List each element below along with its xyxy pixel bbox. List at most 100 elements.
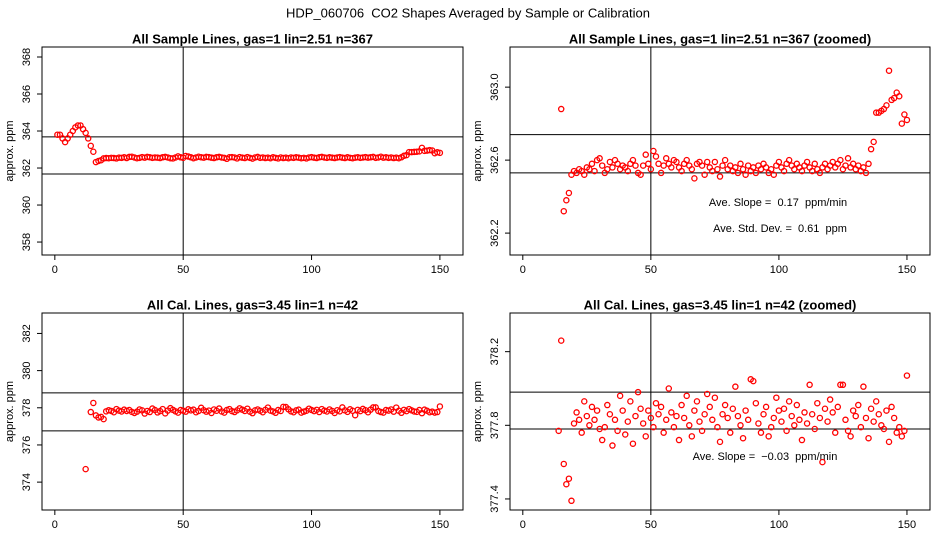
point bbox=[770, 171, 778, 178]
point bbox=[780, 405, 788, 412]
point bbox=[842, 416, 849, 424]
point bbox=[609, 164, 616, 171]
point bbox=[732, 164, 739, 171]
point bbox=[721, 401, 729, 409]
x-tick-label: 150 bbox=[898, 264, 916, 276]
point bbox=[565, 475, 573, 482]
point bbox=[560, 460, 568, 468]
point bbox=[575, 416, 583, 424]
point bbox=[883, 102, 890, 109]
y-tick-label: 362 bbox=[21, 159, 33, 177]
point bbox=[280, 403, 287, 411]
point bbox=[82, 465, 89, 473]
point bbox=[903, 116, 911, 124]
x-tick-label: 50 bbox=[177, 264, 189, 276]
point bbox=[872, 398, 880, 405]
point bbox=[652, 153, 660, 160]
point bbox=[729, 405, 737, 412]
point bbox=[691, 407, 698, 414]
plot-frame bbox=[41, 46, 464, 256]
y-tick-label: 364 bbox=[21, 122, 33, 140]
point bbox=[701, 411, 708, 418]
point bbox=[855, 401, 862, 409]
y-tick-label: 362.6 bbox=[489, 146, 501, 174]
figure-title: HDP_060706 CO2 Shapes Averaged by Sample… bbox=[286, 5, 650, 20]
x-tick-label: 0 bbox=[52, 519, 58, 531]
point bbox=[719, 411, 726, 418]
point bbox=[650, 147, 657, 155]
point bbox=[629, 440, 637, 447]
annotation: Ave. Slope = 0.17 ppm/min bbox=[709, 197, 847, 209]
point bbox=[645, 407, 652, 414]
y-axis-label: approx. ppm bbox=[4, 120, 16, 181]
x-tick-label: 0 bbox=[520, 264, 526, 276]
point bbox=[816, 169, 824, 177]
point bbox=[826, 396, 834, 403]
point bbox=[870, 418, 877, 425]
x-tick-label: 100 bbox=[302, 264, 320, 276]
point bbox=[647, 414, 655, 422]
y-tick-label: 362.2 bbox=[489, 219, 501, 247]
point bbox=[675, 436, 683, 444]
point bbox=[775, 158, 783, 166]
point bbox=[581, 171, 588, 178]
point bbox=[734, 412, 742, 420]
point bbox=[829, 409, 836, 416]
point bbox=[857, 423, 865, 431]
point bbox=[624, 167, 632, 175]
point bbox=[834, 403, 842, 411]
point bbox=[890, 414, 898, 422]
point bbox=[683, 392, 690, 400]
point bbox=[839, 381, 847, 389]
point bbox=[716, 438, 724, 446]
y-tick-label: 368 bbox=[21, 48, 33, 66]
point bbox=[785, 398, 793, 405]
point bbox=[770, 414, 778, 422]
point bbox=[862, 414, 870, 422]
point bbox=[885, 438, 893, 446]
point bbox=[816, 414, 824, 422]
point bbox=[796, 416, 803, 424]
point bbox=[860, 164, 867, 171]
y-tick-label: 377.4 bbox=[489, 485, 501, 513]
point bbox=[573, 409, 580, 416]
point bbox=[657, 403, 665, 411]
point bbox=[847, 433, 854, 440]
point bbox=[885, 67, 893, 74]
panel-title: All Cal. Lines, gas=3.45 lin=1 n=42 (zoo… bbox=[584, 297, 857, 312]
point bbox=[431, 409, 439, 416]
point bbox=[737, 422, 744, 429]
point bbox=[716, 173, 724, 180]
point bbox=[888, 403, 895, 411]
point bbox=[752, 399, 760, 407]
point bbox=[714, 423, 721, 431]
point bbox=[678, 401, 685, 409]
point bbox=[698, 162, 706, 169]
point bbox=[616, 392, 624, 400]
point bbox=[703, 390, 711, 398]
point bbox=[588, 403, 596, 411]
point bbox=[87, 408, 95, 416]
point bbox=[867, 405, 875, 412]
point bbox=[637, 405, 644, 412]
point bbox=[831, 429, 839, 436]
point bbox=[767, 423, 775, 431]
point bbox=[609, 442, 616, 449]
point bbox=[606, 411, 614, 418]
point bbox=[434, 149, 441, 156]
point bbox=[849, 407, 857, 414]
y-tick-label: 380 bbox=[21, 361, 33, 379]
point bbox=[657, 169, 665, 177]
point bbox=[709, 416, 716, 424]
point bbox=[637, 171, 644, 178]
point bbox=[714, 165, 721, 173]
point bbox=[591, 416, 598, 424]
point bbox=[581, 398, 588, 405]
point bbox=[683, 156, 690, 164]
point bbox=[563, 197, 570, 204]
point bbox=[896, 93, 903, 100]
x-tick-label: 100 bbox=[302, 519, 320, 531]
point bbox=[711, 158, 719, 166]
point bbox=[901, 427, 908, 435]
